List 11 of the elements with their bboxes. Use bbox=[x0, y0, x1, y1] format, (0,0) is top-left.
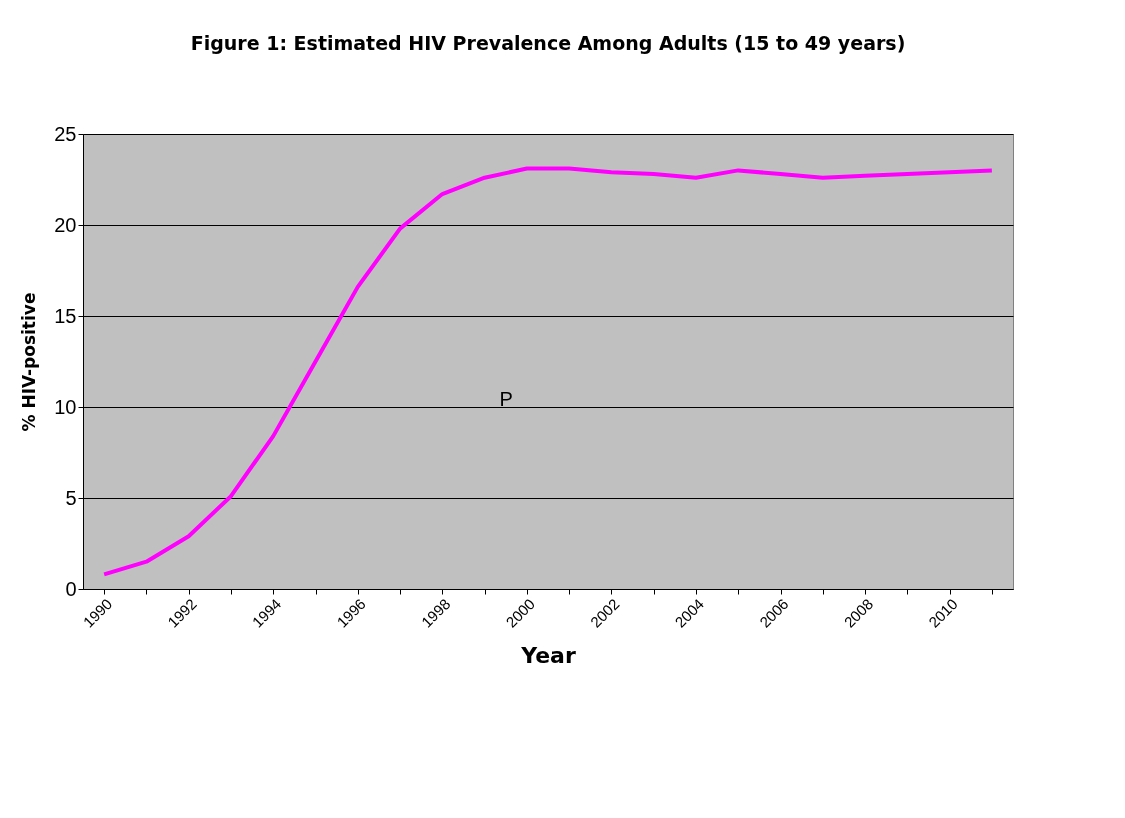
y-axis-title: % HIV-positive bbox=[19, 292, 40, 432]
y-tick-label: 25 bbox=[54, 122, 77, 145]
y-tick-label: 20 bbox=[54, 213, 77, 236]
y-tick-label: 15 bbox=[54, 304, 77, 327]
y-tick-label: 5 bbox=[65, 486, 77, 509]
x-axis-title: Year bbox=[520, 642, 576, 668]
line-series bbox=[102, 166, 994, 577]
annotation: P bbox=[499, 388, 513, 411]
y-tick-label: 0 bbox=[65, 577, 77, 600]
chart-title: Figure 1: Estimated HIV Prevalence Among Adults (15 to 49 years) bbox=[190, 32, 906, 54]
y-tick-label: 10 bbox=[54, 395, 77, 418]
